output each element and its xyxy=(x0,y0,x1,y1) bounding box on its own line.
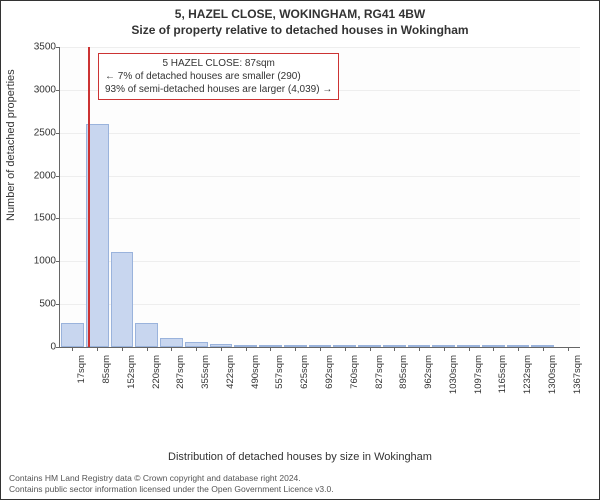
chart-container: 5, HAZEL CLOSE, WOKINGHAM, RG41 4BW Size… xyxy=(0,0,600,500)
x-tick-label: 490sqm xyxy=(250,355,261,405)
x-tick-label: 1165sqm xyxy=(497,355,508,405)
reference-marker-line xyxy=(88,47,90,347)
histogram-bar xyxy=(61,323,84,347)
x-tick-label: 1367sqm xyxy=(572,355,583,405)
annotation-line: ← 7% of detached houses are smaller (290… xyxy=(105,70,332,83)
histogram-bar xyxy=(135,323,158,347)
annotation-line: 93% of semi-detached houses are larger (… xyxy=(105,83,332,96)
chart-title: 5, HAZEL CLOSE, WOKINGHAM, RG41 4BW xyxy=(1,7,599,22)
x-tick-label: 1232sqm xyxy=(522,355,533,405)
y-tick-label: 0 xyxy=(16,342,56,353)
y-tick-label: 1000 xyxy=(16,256,56,267)
footer-line-2: Contains public sector information licen… xyxy=(9,484,334,495)
y-tick-label: 1500 xyxy=(16,213,56,224)
y-tick-label: 2000 xyxy=(16,170,56,181)
x-axis-label: Distribution of detached houses by size … xyxy=(1,451,599,463)
y-tick-label: 2500 xyxy=(16,127,56,138)
x-tick-label: 557sqm xyxy=(274,355,285,405)
chart-area: 050010001500200025003000350017sqm85sqm15… xyxy=(59,47,579,397)
x-tick-label: 827sqm xyxy=(374,355,385,405)
x-tick-label: 895sqm xyxy=(398,355,409,405)
x-tick-label: 692sqm xyxy=(324,355,335,405)
footer-attribution: Contains HM Land Registry data © Crown c… xyxy=(9,473,334,495)
x-tick-label: 287sqm xyxy=(175,355,186,405)
histogram-bar xyxy=(111,252,134,347)
x-tick-label: 962sqm xyxy=(423,355,434,405)
histogram-bar xyxy=(160,338,183,347)
x-tick-label: 220sqm xyxy=(151,355,162,405)
y-tick-label: 3000 xyxy=(16,84,56,95)
annotation-line: 5 HAZEL CLOSE: 87sqm xyxy=(105,57,332,70)
x-tick-label: 355sqm xyxy=(200,355,211,405)
x-tick-label: 152sqm xyxy=(126,355,137,405)
y-tick-label: 3500 xyxy=(16,42,56,53)
x-tick-label: 17sqm xyxy=(76,355,87,405)
plot-area: 050010001500200025003000350017sqm85sqm15… xyxy=(59,47,580,348)
x-tick-label: 85sqm xyxy=(101,355,112,405)
annotation-box: 5 HAZEL CLOSE: 87sqm← 7% of detached hou… xyxy=(98,53,339,100)
y-tick-label: 500 xyxy=(16,299,56,310)
footer-line-1: Contains HM Land Registry data © Crown c… xyxy=(9,473,334,484)
chart-subtitle: Size of property relative to detached ho… xyxy=(1,23,599,38)
x-tick-label: 625sqm xyxy=(299,355,310,405)
x-tick-label: 1300sqm xyxy=(547,355,558,405)
x-tick-label: 760sqm xyxy=(349,355,360,405)
x-tick-label: 1097sqm xyxy=(473,355,484,405)
x-tick-label: 422sqm xyxy=(225,355,236,405)
x-tick-label: 1030sqm xyxy=(448,355,459,405)
